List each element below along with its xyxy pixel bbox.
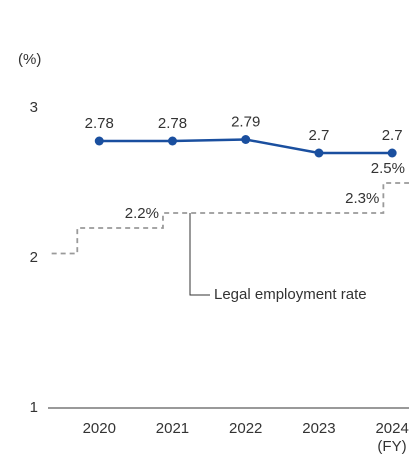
legal-rate-label: 2.3%	[345, 190, 379, 207]
y-tick-label: 2	[30, 249, 38, 266]
rate-point	[167, 136, 177, 146]
x-tick-label: 2021	[156, 420, 189, 437]
rate-point	[94, 136, 104, 146]
rate-label: 2.78	[158, 115, 187, 132]
annotation: Legal employment rate	[214, 286, 367, 303]
rate-point	[241, 135, 251, 144]
y-tick-label: 3	[30, 99, 38, 116]
rate-point	[387, 148, 397, 158]
x-tick-label: 2022	[229, 420, 262, 437]
rate-label: 2.79	[231, 113, 260, 130]
x-unit: (FY)	[377, 438, 406, 454]
rate-label: 2.7	[309, 127, 330, 144]
legal-rate-line	[51, 182, 409, 255]
x-tick-label: 2023	[302, 420, 335, 437]
rate-label: 2.7	[382, 127, 403, 144]
x-tick-label: 2024	[375, 420, 408, 437]
y-unit: (%)	[18, 51, 41, 68]
rate-point	[314, 148, 324, 158]
legal-rate-label: 2.5%	[371, 160, 405, 177]
legal-rate-label: 2.2%	[125, 205, 159, 222]
rate-label: 2.78	[85, 115, 114, 132]
y-tick-label: 1	[30, 399, 38, 416]
annotation-leader	[189, 213, 210, 296]
x-tick-label: 2020	[83, 420, 116, 437]
